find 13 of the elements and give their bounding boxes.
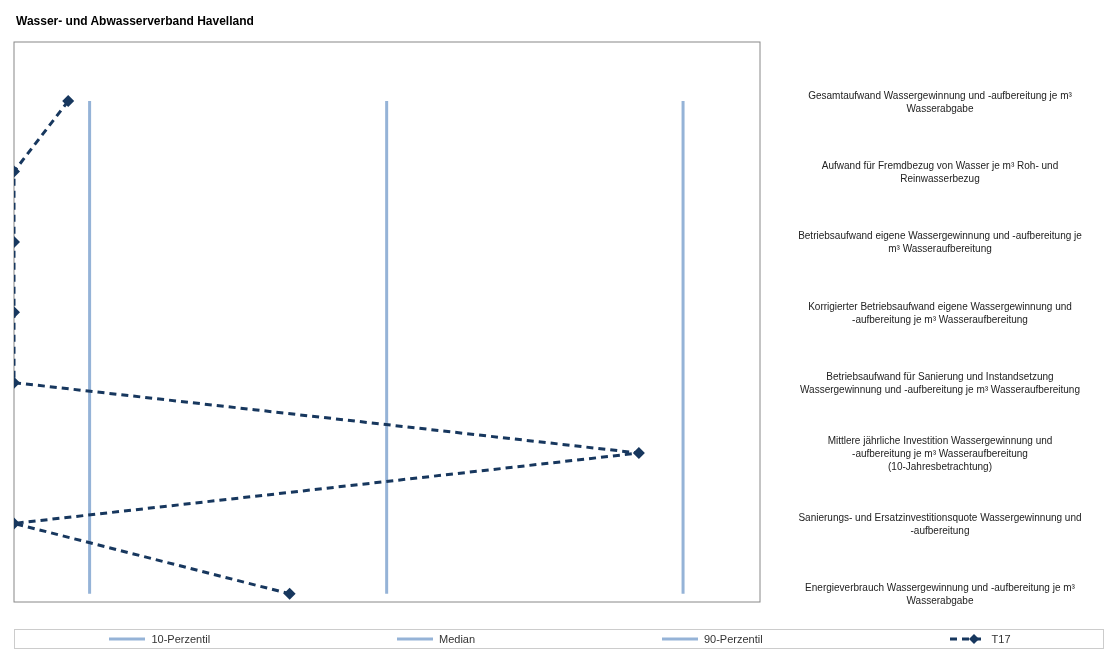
legend-label: Median xyxy=(438,633,476,645)
y-tick-label: Energieverbrauch Wassergewinnung und -aufbereitung je m³ Wasserabgabe xyxy=(805,582,1076,607)
y-tick-label: Betriebsaufwand eigene Wassergewinnung und -aufbereitung je m³ Wasseraufbereitung xyxy=(798,230,1083,255)
y-tick-label: Aufwand für Fremdbezug von Wasser je m³ Roh- und Reinwasserbezug xyxy=(821,160,1059,185)
legend-label: 10-Perzentil xyxy=(150,633,211,645)
legend-label: T17 xyxy=(990,633,1011,645)
y-tick-label: Gesamtaufwand Wassergewinnung und -aufbereitung je m³ Wasserabgabe xyxy=(808,89,1073,114)
chart-title: Wasser- und Abwasserverband Havelland xyxy=(15,13,255,30)
y-tick-label: Korrigierter Betriebsaufwand eigene Wassergewinnung und -aufbereitung je m³ Wasseraufbereitung xyxy=(808,300,1072,325)
y-tick-label: Betriebsaufwand für Sanierung und Instandsetzung Wassergewinnung und -aufbereitung je m³ Wasseraufbereitung xyxy=(800,371,1080,396)
legend-label: 90-Perzentil xyxy=(702,633,763,645)
y-tick-label: Mittlere jährliche Investition Wassergewinnung und -aufbereitung je m³ Wasseraufbereitung (10-Jahresbetrachtung) xyxy=(827,435,1053,473)
y-tick-label: Sanierungs- und Ersatzinvestitionsquote Wassergewinnung und -aufbereitung xyxy=(798,511,1082,536)
